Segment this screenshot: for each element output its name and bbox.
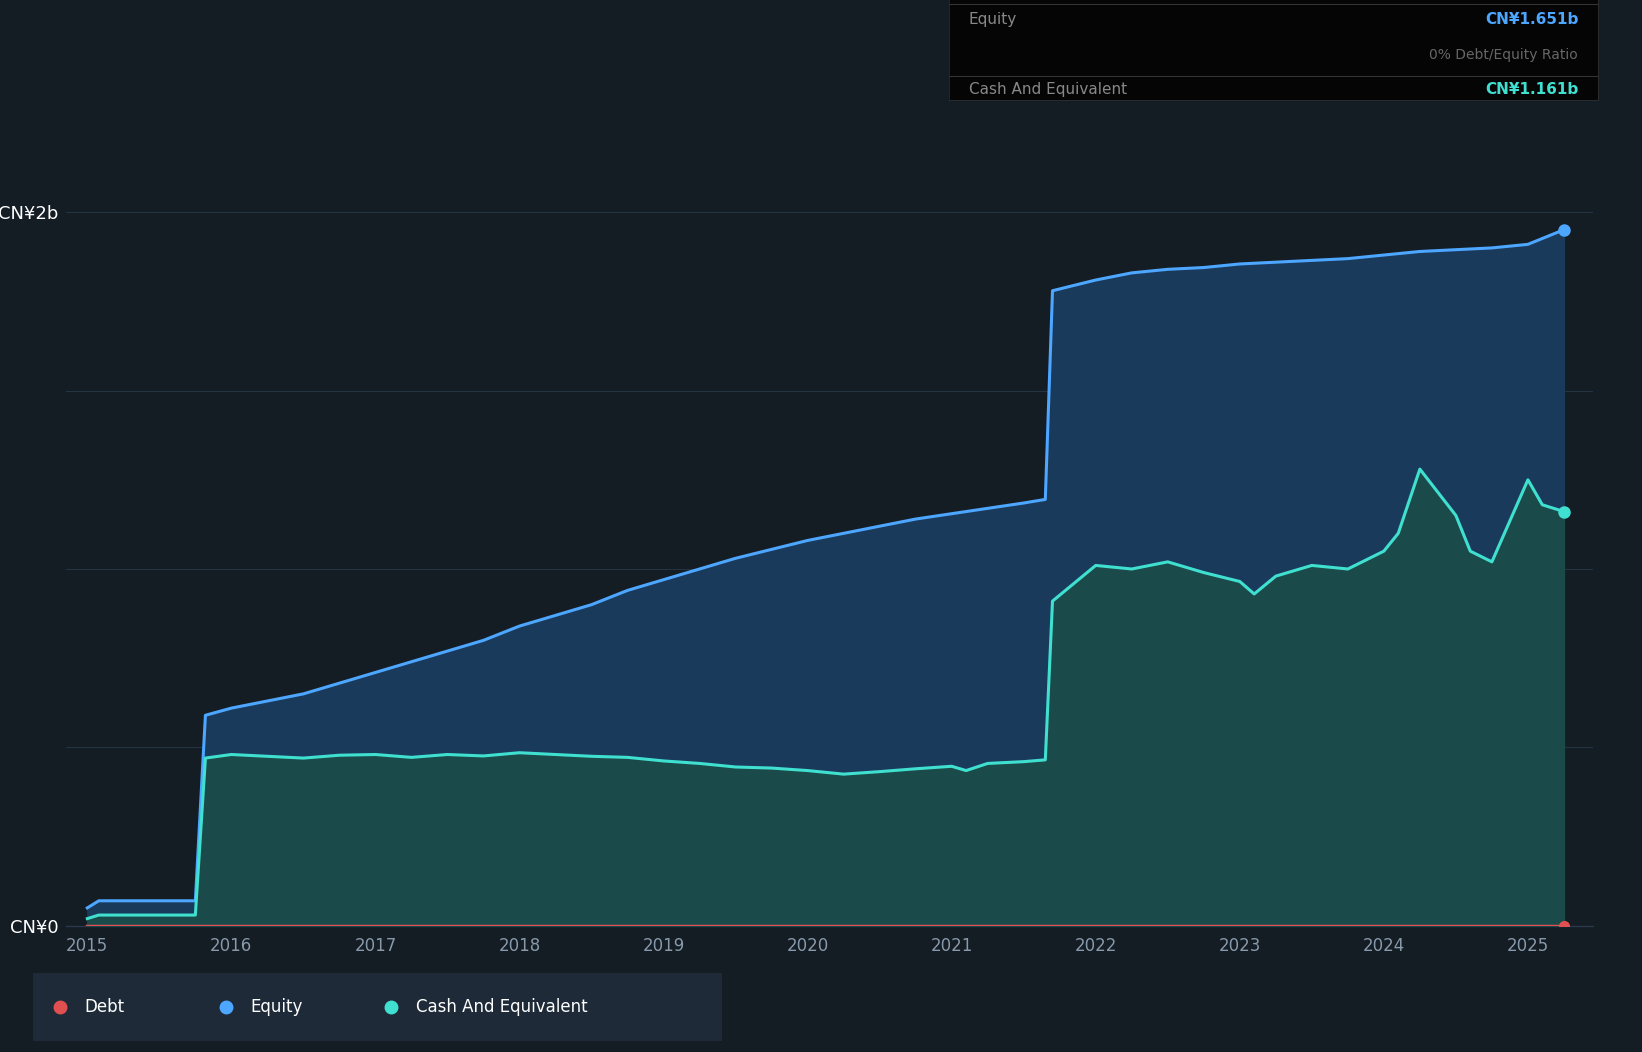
Text: CN¥1.161b: CN¥1.161b <box>1484 82 1578 97</box>
Text: CN¥1.651b: CN¥1.651b <box>1484 12 1578 26</box>
Text: Debt: Debt <box>85 998 125 1016</box>
Text: Cash And Equivalent: Cash And Equivalent <box>969 82 1126 97</box>
Text: Cash And Equivalent: Cash And Equivalent <box>415 998 588 1016</box>
Text: Equity: Equity <box>250 998 302 1016</box>
Text: 0% Debt/Equity Ratio: 0% Debt/Equity Ratio <box>1430 48 1578 62</box>
Text: Equity: Equity <box>969 12 1016 26</box>
